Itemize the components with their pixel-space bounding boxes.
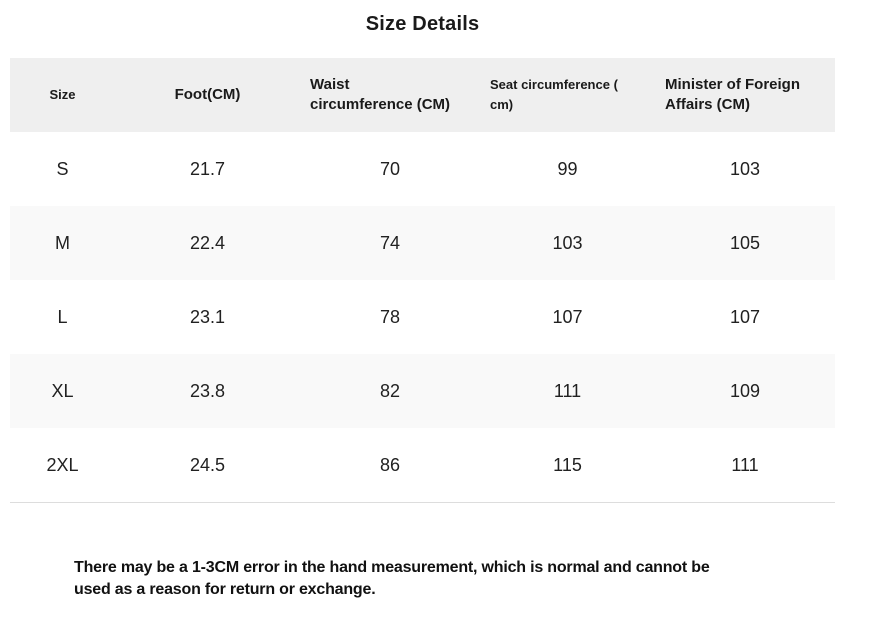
- table-cell: 103: [552, 232, 583, 253]
- column-header-foot: Foot(CM): [174, 86, 241, 103]
- column-header-waist: Waist circumference (CM): [310, 76, 451, 113]
- table-cell: 23.8: [189, 380, 226, 401]
- table-cell: 107: [729, 306, 761, 327]
- size-chart-panel: Size Details Size Foot(CM) Waist circumf…: [10, 0, 835, 601]
- table-row: L 23.1 78 107 107: [10, 280, 835, 354]
- table-row: S 21.7 70 99 103: [10, 132, 835, 206]
- table-cell: 109: [729, 380, 761, 401]
- table-cell: 111: [731, 454, 759, 475]
- table-cell: 21.7: [189, 158, 226, 179]
- table-cell: 74: [379, 232, 401, 253]
- size-label-cell: XL: [51, 380, 74, 401]
- column-header-length: Minister of Foreign Affairs (CM): [665, 76, 800, 113]
- measurement-note: There may be a 1-3CM error in the hand m…: [74, 559, 710, 598]
- table-cell: 115: [553, 454, 582, 475]
- table-cell: 23.1: [189, 306, 226, 327]
- page-title: Size Details: [365, 13, 480, 35]
- table-header-row: Size Foot(CM) Waist circumference (CM) S…: [10, 58, 835, 132]
- table-cell: 105: [729, 232, 761, 253]
- size-label-cell: L: [57, 306, 68, 327]
- table-cell: 111: [553, 380, 582, 401]
- table-cell: 24.5: [189, 454, 226, 475]
- table-row: M 22.4 74 103 105: [10, 206, 835, 280]
- column-header-size: Size: [49, 87, 76, 102]
- table-cell: 107: [552, 306, 583, 327]
- table-cell: 78: [379, 306, 401, 327]
- table-cell: 22.4: [189, 232, 226, 253]
- table-cell: 103: [729, 158, 761, 179]
- table-row: XL 23.8 82 111 109: [10, 354, 835, 428]
- size-label-cell: M: [55, 232, 70, 253]
- table-cell: 86: [379, 454, 401, 475]
- column-header-seat: Seat circumference ( cm): [490, 77, 618, 112]
- table-cell: 82: [379, 380, 401, 401]
- size-label-cell: S: [56, 158, 69, 179]
- table-body: S 21.7 70 99 103 M 22.4 74 103 105 L 23.…: [10, 132, 835, 503]
- table-cell: 70: [379, 158, 401, 179]
- table-cell: 99: [557, 158, 578, 179]
- table-row: 2XL 24.5 86 115 111: [10, 428, 835, 502]
- size-label-cell: 2XL: [46, 454, 79, 475]
